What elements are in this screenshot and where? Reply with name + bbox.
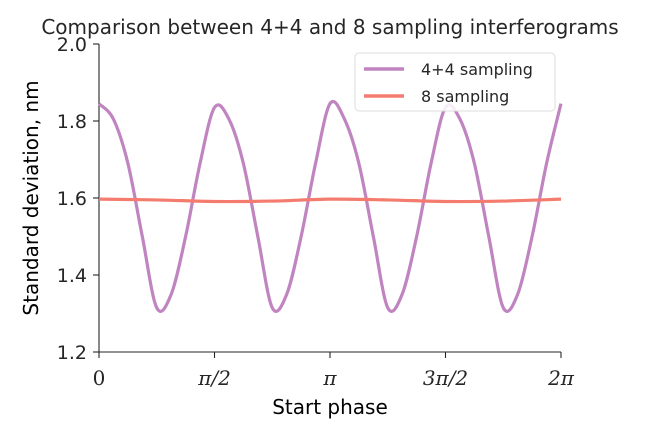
y-tick-label: 1.2 xyxy=(57,342,87,364)
series-line-8-sampling xyxy=(98,197,562,204)
legend-label-4-4-sampling: 4+4 sampling xyxy=(421,60,533,79)
legend: 4+4 sampling 8 sampling xyxy=(354,52,556,112)
x-tick-label: 3π/2 xyxy=(423,366,468,390)
y-ticks: 1.2 1.4 1.6 1.8 2.0 xyxy=(57,34,99,364)
x-axis-label: Start phase xyxy=(272,395,388,419)
x-ticks: 0 π/2 π 3π/2 2π xyxy=(93,352,575,390)
plot-area: 1.2 1.4 1.6 1.8 2.0 0 π/2 π 3π/2 2π xyxy=(57,34,575,390)
x-tick-label: π xyxy=(322,366,337,390)
series-layer xyxy=(97,99,563,313)
y-tick-label: 2.0 xyxy=(57,34,87,56)
x-tick-label: 0 xyxy=(93,366,106,390)
x-tick-label: 2π xyxy=(547,366,575,390)
series-line-4-4-sampling xyxy=(97,99,563,313)
y-axis-label: Standard deviation, nm xyxy=(19,80,43,315)
y-tick-label: 1.4 xyxy=(57,265,87,287)
legend-label-8-sampling: 8 sampling xyxy=(421,87,509,106)
y-tick-label: 1.8 xyxy=(57,111,87,133)
y-tick-label: 1.6 xyxy=(57,188,87,210)
x-tick-label: π/2 xyxy=(197,366,231,390)
chart-title: Comparison between 4+4 and 8 sampling in… xyxy=(41,15,618,39)
legend-box xyxy=(354,52,556,112)
